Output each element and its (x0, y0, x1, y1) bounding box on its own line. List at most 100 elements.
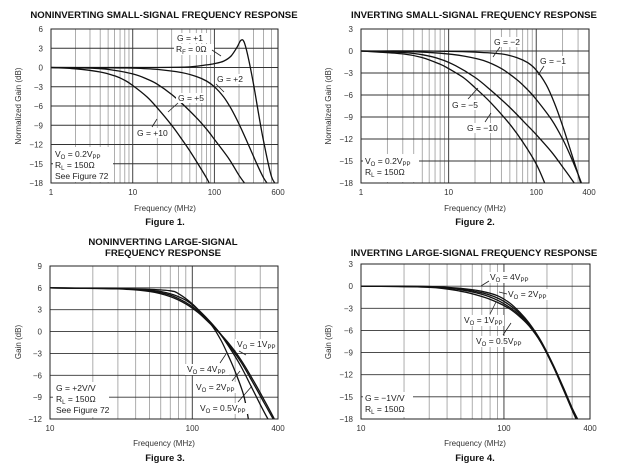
y-tick-label: −18 (339, 415, 353, 424)
x-tick-label: 400 (582, 188, 596, 197)
figure-caption: Figure 1. (145, 217, 185, 228)
y-tick-labels: 6 3 0 −3 −6 −9 −12 −15 −18 (29, 25, 43, 188)
condition-rl: RL = 150Ω (365, 167, 405, 179)
leader-vo4 (480, 280, 490, 287)
label-bg (176, 93, 206, 103)
y-tick-label: −9 (33, 393, 43, 402)
x-tick-label: 10 (357, 424, 366, 433)
series-lines (51, 39, 276, 183)
x-tick-label: 100 (186, 424, 200, 433)
figure-1-chart: NONINVERTING SMALL-SIGNAL FREQUENCY RESP… (14, 10, 298, 228)
leader-vo1 (238, 350, 247, 356)
series-label-g-5: G = −5 (452, 100, 478, 110)
series-label-vo4: VO = 4VPP (187, 364, 225, 376)
condition-vo: VO = 0.2VPP (365, 156, 411, 168)
label-bg (174, 44, 214, 55)
condition-rl: RL = 150Ω (365, 404, 405, 416)
series-label-g10: G = +10 (137, 128, 168, 138)
x-tick-labels: 10 100 400 (46, 424, 286, 433)
x-axis-label: Frequency (MHz) (444, 439, 506, 448)
x-tick-label: 1 (49, 188, 54, 197)
label-bg (506, 289, 550, 300)
figure-caption: Figure 4. (455, 453, 495, 464)
leader-g-10 (484, 112, 492, 123)
y-tick-label: −15 (339, 393, 353, 402)
series-label-vo1: VO = 1VPP (464, 315, 502, 327)
conditions-box-bg (53, 382, 109, 417)
conditions-box-bg (53, 147, 113, 182)
y-tick-label: −12 (28, 415, 42, 424)
leader-g-1 (537, 65, 545, 76)
figure-3-chart: NONINVERTING LARGE-SIGNAL FREQUENCY RESP… (14, 237, 285, 464)
series-line-4 (50, 287, 276, 419)
series-line-3 (361, 50, 576, 183)
label-bg (175, 33, 209, 43)
y-axis-label: Normalized Gain (dB) (324, 67, 333, 144)
y-tick-label: 3 (349, 260, 354, 269)
label-bg (215, 74, 245, 84)
conditions-box-bg (363, 392, 413, 417)
series-line-4 (361, 285, 579, 419)
condition-gain: G = −1V/V (365, 393, 405, 403)
chart-title: INVERTING LARGE-SIGNAL FREQUENCY RESPONS… (351, 248, 598, 259)
x-tick-labels: 1 10 100 600 (49, 188, 285, 197)
y-tick-label: −12 (339, 371, 353, 380)
series-line-2 (361, 50, 583, 183)
y-tick-label: 0 (39, 64, 44, 73)
label-bg (462, 315, 504, 326)
y-tick-label: −6 (344, 91, 354, 100)
label-bg (135, 128, 169, 138)
figure-caption: Figure 2. (455, 217, 495, 228)
x-tick-labels: 10 100 400 (357, 424, 598, 433)
series-line-4 (361, 50, 546, 183)
label-bg (488, 272, 532, 283)
series-label-g-1: G = −1 (540, 56, 566, 66)
y-tick-label: 9 (38, 262, 43, 271)
y-tick-label: 3 (38, 306, 43, 315)
leader-vo05 (237, 385, 253, 403)
leader-vo2 (498, 291, 508, 295)
series-line-1 (51, 39, 276, 183)
leader-g1 (211, 49, 222, 57)
x-tick-label: 100 (530, 188, 544, 197)
y-tick-label: −9 (344, 113, 354, 122)
label-bg (450, 100, 480, 110)
y-tick-label: −15 (339, 157, 353, 166)
y-tick-label: 0 (349, 282, 354, 291)
series-label-g5: G = +5 (178, 93, 204, 103)
condition-rl: RL = 150Ω (55, 160, 95, 172)
x-tick-label: 100 (208, 188, 222, 197)
y-tick-label: −6 (34, 102, 44, 111)
figure-caption: Figure 3. (145, 453, 185, 464)
y-tick-label: −18 (29, 179, 43, 188)
series-label-vo05: VO = 0.5VPP (200, 403, 246, 415)
series-lines (50, 287, 276, 419)
chart-title-line2: FREQUENCY RESPONSE (105, 248, 222, 259)
figure-2-chart: INVERTING SMALL-SIGNAL FREQUENCY RESPONS… (324, 10, 598, 228)
x-axis-label: Frequency (MHz) (134, 204, 196, 213)
y-tick-label: −12 (29, 141, 43, 150)
leader-vo4 (219, 353, 227, 364)
y-axis-label: Gain (dB) (324, 325, 333, 360)
y-tick-label: −3 (344, 304, 354, 313)
y-tick-label: 3 (39, 44, 44, 53)
y-tick-label: 6 (38, 284, 43, 293)
leader-vo1 (489, 301, 497, 315)
y-tick-label: −12 (339, 135, 353, 144)
y-tick-label: 0 (38, 328, 43, 337)
label-bg (194, 382, 238, 393)
leader-g-2 (492, 46, 501, 58)
series-label-g1: G = +1 (177, 33, 203, 43)
series-line-4 (51, 66, 210, 183)
x-tick-label: 100 (497, 424, 511, 433)
x-tick-label: 400 (271, 424, 285, 433)
y-tick-label: −3 (344, 69, 354, 78)
series-lines (361, 50, 583, 183)
x-axis-label: Frequency (MHz) (133, 439, 195, 448)
x-tick-label: 400 (583, 424, 597, 433)
x-tick-label: 10 (128, 188, 137, 197)
y-tick-label: −3 (33, 349, 43, 358)
leader-g2 (215, 83, 225, 93)
y-tick-label: 3 (349, 25, 354, 34)
